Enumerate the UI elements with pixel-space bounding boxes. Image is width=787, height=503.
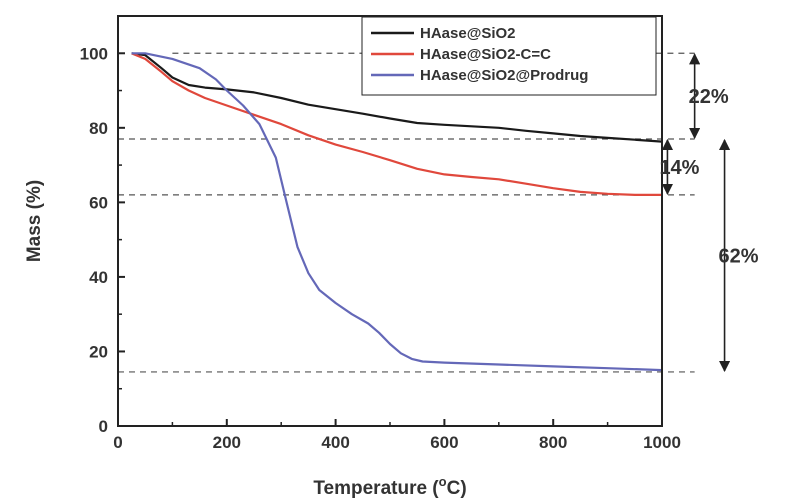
x-axis-label-unit: C) xyxy=(447,478,467,499)
annotation-label-0: 22% xyxy=(689,86,729,108)
y-tick-label-0: 0 xyxy=(99,417,108,436)
tick-labels: 0 200 400 600 800 1000 0 20 40 60 80 100 xyxy=(80,44,681,452)
x-tick-label-400: 400 xyxy=(321,433,349,452)
legend-box xyxy=(361,16,657,96)
annotations: 22% 14% 62% xyxy=(659,53,759,373)
y-tick-label-100: 100 xyxy=(80,44,108,63)
y-tick-label-40: 40 xyxy=(89,268,108,287)
series-lines xyxy=(131,52,663,372)
x-tick-label-800: 800 xyxy=(539,433,567,452)
annotation-label-1: 14% xyxy=(659,157,699,179)
legend-label-0: HAase@SiO2 xyxy=(420,25,516,42)
y-axis-label: Mass (%) xyxy=(24,180,45,262)
x-tick-label-0: 0 xyxy=(113,433,122,452)
x-tick-label-200: 200 xyxy=(213,433,241,452)
x-axis-label: Temperature (oC) xyxy=(313,474,466,499)
x-axis-label-text: Temperature ( xyxy=(313,478,439,499)
reference-lines xyxy=(118,52,695,373)
legend-label-2: HAase@SiO2@Prodrug xyxy=(420,67,588,84)
y-tick-label-20: 20 xyxy=(89,342,108,361)
legend: HAase@SiO2 HAase@SiO2-C=C HAase@SiO2@Prodr… xyxy=(361,16,657,96)
series-line-1 xyxy=(131,52,662,196)
legend-label-1: HAase@SiO2-C=C xyxy=(420,46,551,63)
series-line-0 xyxy=(131,52,663,143)
x-tick-label-600: 600 xyxy=(430,433,458,452)
series-line-2 xyxy=(131,52,663,372)
x-axis-label-superscript: o xyxy=(439,474,447,489)
x-tick-label-1000: 1000 xyxy=(643,433,681,452)
annotation-label-2: 62% xyxy=(719,245,759,267)
axis-ticks xyxy=(117,15,663,427)
y-tick-label-60: 60 xyxy=(89,193,108,212)
y-tick-label-80: 80 xyxy=(89,119,108,138)
